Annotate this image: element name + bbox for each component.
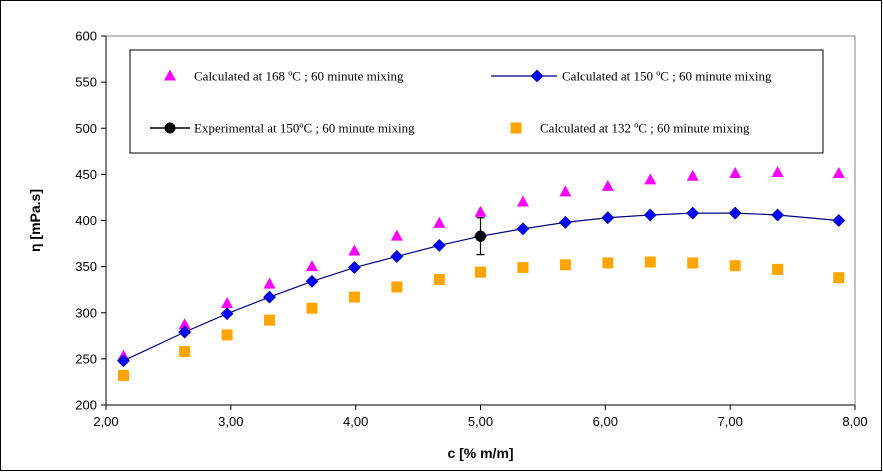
- y-axis-title: η [mPa.s]: [27, 189, 43, 252]
- y-tick-label: 500: [75, 121, 97, 136]
- legend-label: Calculated at 150 ºC ; 60 minute mixing: [562, 69, 772, 84]
- legend-entry: Calculated at 168 ºC ; 60 minute mixing: [164, 69, 404, 84]
- x-tick-label: 6,00: [593, 414, 618, 429]
- y-tick-label: 450: [75, 167, 97, 182]
- x-tick-label: 8,00: [842, 414, 867, 429]
- data-point: [306, 303, 317, 314]
- legend-marker: [511, 123, 522, 134]
- y-tick-label: 550: [75, 75, 97, 90]
- legend-label: Experimental at 150ºC ; 60 minute mixing: [194, 121, 415, 136]
- y-tick-label: 200: [75, 398, 97, 413]
- y-tick-label: 300: [75, 305, 97, 320]
- y-tick-label: 250: [75, 351, 97, 366]
- data-point: [349, 292, 360, 303]
- legend-label: Calculated at 168 ºC ; 60 minute mixing: [194, 69, 404, 84]
- data-point: [645, 257, 656, 268]
- data-point: [772, 264, 783, 275]
- legend-label: Calculated at 132 ºC ; 60 minute mixing: [540, 121, 750, 136]
- data-point: [833, 272, 844, 283]
- y-tick-label: 600: [75, 29, 97, 44]
- data-point: [602, 257, 613, 268]
- y-tick-label: 400: [75, 213, 97, 228]
- x-axis-title: c [% m/m]: [447, 445, 513, 461]
- data-point: [222, 329, 233, 340]
- x-tick-label: 7,00: [718, 414, 743, 429]
- data-point: [179, 346, 190, 357]
- data-point: [475, 267, 486, 278]
- data-point: [118, 370, 129, 381]
- data-point: [560, 259, 571, 270]
- x-tick-label: 2,00: [93, 414, 118, 429]
- data-point: [434, 274, 445, 285]
- legend-marker: [165, 123, 176, 134]
- data-point: [391, 281, 402, 292]
- data-point: [687, 257, 698, 268]
- data-point: [730, 260, 741, 271]
- legend-box: [130, 50, 823, 153]
- x-tick-label: 5,00: [468, 414, 493, 429]
- legend-entry: Calculated at 132 ºC ; 60 minute mixing: [511, 121, 750, 136]
- x-tick-label: 4,00: [343, 414, 368, 429]
- data-point: [264, 315, 275, 326]
- legend: Calculated at 168 ºC ; 60 minute mixing C…: [130, 50, 823, 153]
- data-point: [475, 231, 486, 242]
- y-tick-label: 350: [75, 259, 97, 274]
- x-tick-label: 3,00: [218, 414, 243, 429]
- data-point: [517, 262, 528, 273]
